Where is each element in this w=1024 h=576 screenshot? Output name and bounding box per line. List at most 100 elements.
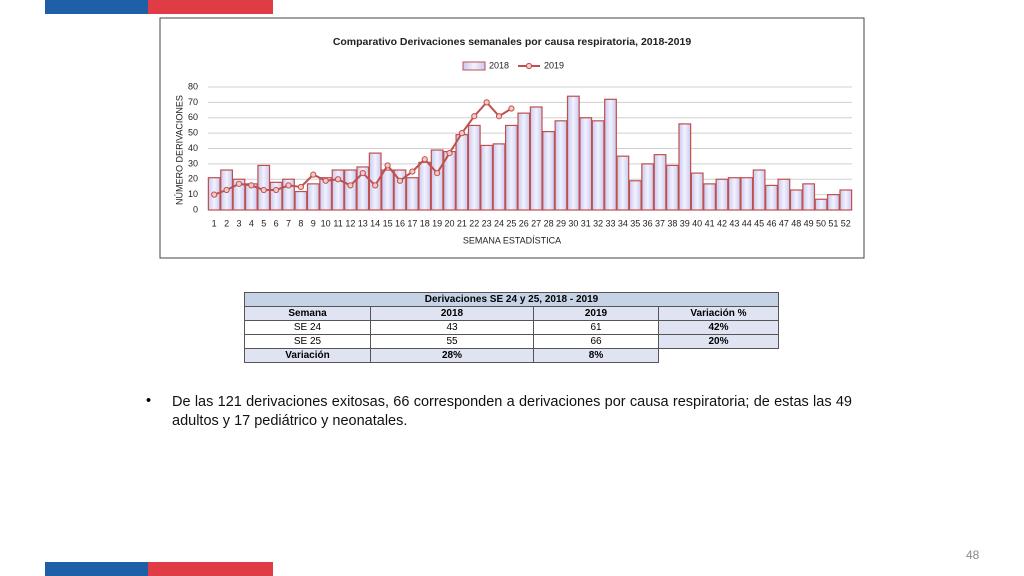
cell: 20% xyxy=(658,334,779,349)
x-tick-label: 49 xyxy=(804,218,814,228)
x-tick-label: 13 xyxy=(358,218,368,228)
line-marker xyxy=(334,176,342,183)
line-marker xyxy=(396,177,404,184)
x-tick-label: 25 xyxy=(506,218,516,228)
bar xyxy=(765,184,778,211)
bullet-text: De las 121 derivaciones exitosas, 66 cor… xyxy=(172,394,852,429)
bar xyxy=(306,183,320,211)
bottom-bar-blue xyxy=(45,562,148,576)
x-tick-label: 18 xyxy=(420,218,430,228)
line-marker xyxy=(359,170,366,177)
y-tick-label: 30 xyxy=(188,158,198,168)
x-tick-label: 34 xyxy=(618,218,628,228)
line-marker xyxy=(471,113,478,120)
bar xyxy=(294,190,308,211)
y-tick-label: 60 xyxy=(188,112,198,122)
y-tick-label: 50 xyxy=(188,128,198,138)
cell: Variación xyxy=(244,348,371,363)
y-axis-label: NÚMERO DERIVACIONES xyxy=(174,95,184,205)
line-marker xyxy=(508,105,515,112)
x-tick-label: 40 xyxy=(692,218,702,228)
bar xyxy=(368,152,382,211)
bar xyxy=(740,177,754,211)
x-tick-label: 20 xyxy=(444,218,454,228)
x-tick-label: 23 xyxy=(482,218,492,228)
x-tick-label: 12 xyxy=(345,218,355,228)
x-tick-label: 24 xyxy=(494,218,504,228)
bar xyxy=(604,98,617,211)
header-cell: Variación % xyxy=(658,306,779,321)
cell: 28% xyxy=(370,348,534,363)
cell: SE 25 xyxy=(244,334,371,349)
bar xyxy=(839,189,853,211)
bar xyxy=(628,180,642,211)
legend-swatch xyxy=(462,61,486,71)
x-tick-label: 15 xyxy=(383,218,393,228)
x-tick-label: 35 xyxy=(630,218,640,228)
x-tick-label: 42 xyxy=(717,218,727,228)
x-tick-label: 22 xyxy=(469,218,479,228)
y-tick-label: 10 xyxy=(188,189,198,199)
line-marker xyxy=(372,182,379,189)
line-marker xyxy=(273,186,280,194)
bar xyxy=(641,163,655,211)
table-title: Derivaciones SE 24 y 25, 2018 - 2019 xyxy=(244,292,779,307)
line-marker xyxy=(458,130,465,137)
x-tick-label: 41 xyxy=(705,218,715,228)
x-tick-label: 10 xyxy=(321,218,331,228)
line-marker xyxy=(260,186,267,194)
x-tick-label: 45 xyxy=(754,218,764,228)
bar xyxy=(505,124,518,211)
bar xyxy=(715,178,729,211)
bar xyxy=(393,169,407,211)
line-marker xyxy=(446,150,453,157)
x-tick-label: 39 xyxy=(680,218,690,228)
line-marker xyxy=(211,191,218,198)
bar xyxy=(529,106,543,211)
x-tick-label: 3 xyxy=(236,218,241,228)
bar xyxy=(542,130,555,211)
x-tick-label: 16 xyxy=(395,218,405,228)
x-tick-label: 31 xyxy=(581,218,591,228)
bar xyxy=(455,134,469,211)
legend-label: 2018 xyxy=(489,60,509,70)
x-tick-label: 28 xyxy=(544,218,554,228)
line-marker xyxy=(483,99,490,106)
bar xyxy=(381,169,394,211)
line-marker xyxy=(384,162,391,169)
legend-label: 2019 xyxy=(544,60,564,70)
x-tick-label: 7 xyxy=(286,218,291,228)
cell: 8% xyxy=(533,348,659,363)
line-marker xyxy=(409,168,416,175)
bar xyxy=(356,166,370,211)
line-marker xyxy=(223,186,230,194)
top-bar-red xyxy=(148,0,273,14)
cell: 42% xyxy=(658,320,779,335)
cell: SE 24 xyxy=(244,320,371,335)
x-tick-label: 50 xyxy=(816,218,826,228)
x-tick-label: 11 xyxy=(333,218,342,228)
empty-cell xyxy=(658,348,779,363)
bar xyxy=(616,155,630,211)
table: Derivaciones SE 24 y 25, 2018 - 2019 Sem… xyxy=(244,292,779,363)
line-marker xyxy=(347,182,354,189)
x-tick-label: 47 xyxy=(779,218,789,228)
x-tick-label: 2 xyxy=(224,218,229,228)
bar xyxy=(418,161,432,211)
top-bar-blue xyxy=(45,0,148,14)
x-axis-label: SEMANA ESTADÍSTICA xyxy=(463,235,561,245)
x-tick-label: 26 xyxy=(519,218,529,228)
x-tick-label: 52 xyxy=(841,218,851,228)
x-tick-label: 48 xyxy=(791,218,801,228)
bar xyxy=(282,178,295,211)
bar xyxy=(344,169,357,211)
bar xyxy=(653,154,667,211)
cell: 43 xyxy=(370,320,534,335)
x-tick-label: 44 xyxy=(742,218,752,228)
bar xyxy=(591,120,605,211)
bar xyxy=(579,117,593,211)
bar xyxy=(789,189,803,211)
line-marker xyxy=(495,113,503,120)
bar xyxy=(566,95,580,211)
